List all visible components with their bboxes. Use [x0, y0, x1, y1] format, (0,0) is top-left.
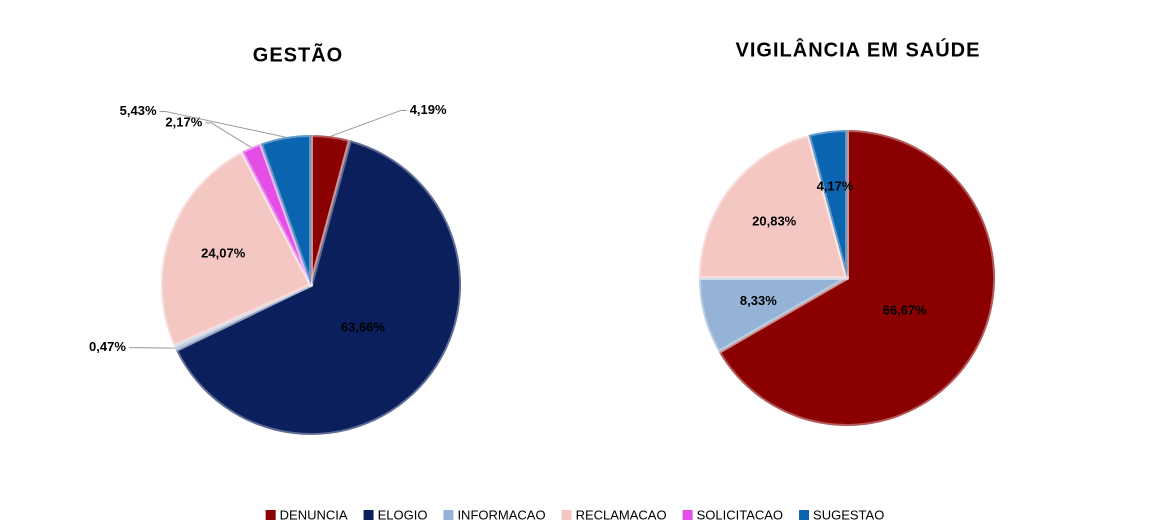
data-label: 24,07%: [201, 246, 246, 261]
legend-label: ELOGIO: [378, 507, 428, 522]
chart-title: GESTÃO: [253, 43, 343, 66]
data-label: 4,17%: [817, 178, 854, 193]
legend-swatch: [682, 510, 693, 520]
legend-label: SUGESTAO: [813, 507, 884, 522]
data-label: 66,67%: [883, 303, 928, 318]
pie-slice: [697, 276, 849, 354]
legend-swatch: [561, 510, 572, 520]
legend-swatch: [265, 510, 276, 520]
data-label: 4,19%: [410, 102, 447, 117]
leader-line: [205, 122, 252, 148]
pie-slice: [258, 133, 313, 287]
pie-slice: [716, 128, 997, 428]
legend-swatch: [799, 510, 810, 520]
data-label: 5,43%: [120, 103, 157, 118]
legend-swatch: [443, 510, 454, 520]
legend-swatch: [363, 510, 374, 520]
data-label: 20,83%: [752, 214, 797, 229]
pie-slice: [806, 128, 849, 280]
leader-line: [159, 110, 286, 138]
legend-label: DENUNCIA: [280, 507, 348, 522]
pie-slice: [173, 138, 463, 437]
pie-slice: [697, 133, 849, 280]
data-label: 2,17%: [165, 114, 202, 129]
pie-slice: [159, 149, 313, 349]
legend-label: RECLAMACAO: [576, 507, 667, 522]
legend-label: INFORMACAO: [457, 507, 545, 522]
legend-label: SOLICITACAO: [697, 507, 783, 522]
chart-title: VIGILÂNCIA EM SAÚDE: [736, 37, 981, 61]
data-label: 0,47%: [89, 339, 126, 354]
pie-slice: [240, 141, 313, 287]
data-label: 63,66%: [341, 320, 386, 335]
leader-line: [330, 109, 407, 137]
data-label: 8,33%: [740, 293, 777, 308]
